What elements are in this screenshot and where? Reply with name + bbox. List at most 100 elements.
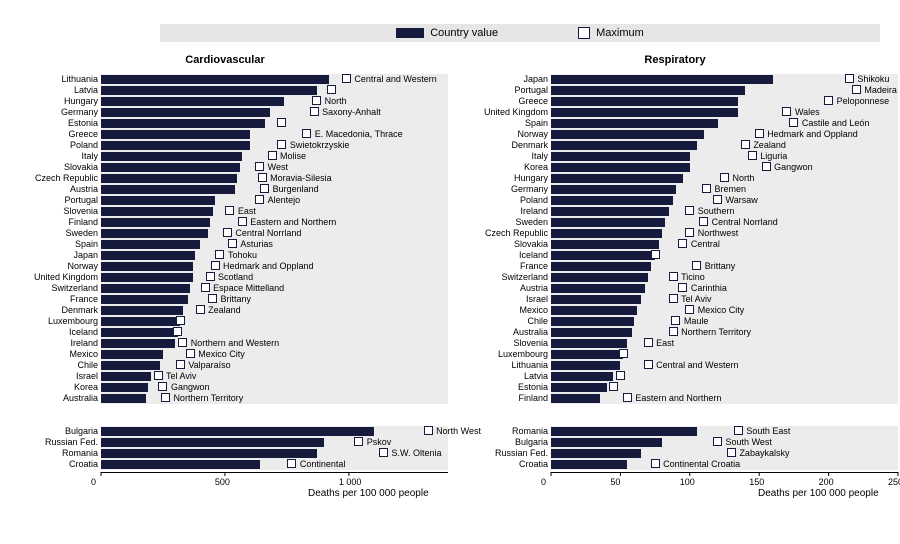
country-bar	[551, 273, 648, 282]
region-label: Eastern and Northern	[250, 217, 336, 228]
data-row: Estonia	[0, 118, 450, 129]
country-bar	[101, 97, 284, 106]
country-bar	[101, 196, 215, 205]
country-bar	[101, 141, 250, 150]
country-label: Hungary	[448, 173, 551, 184]
country-bar	[101, 75, 329, 84]
square-swatch	[578, 27, 590, 39]
maximum-marker	[173, 327, 182, 336]
region-label: Wales	[795, 107, 820, 118]
data-row: ChileMaule	[450, 316, 900, 327]
data-row: Iceland	[0, 327, 450, 338]
x-axis-title: Deaths per 100 000 people	[308, 488, 429, 499]
x-tick-label: 50	[610, 477, 620, 487]
country-label: Croatia	[448, 459, 551, 470]
data-row: AustriaCarinthia	[450, 283, 900, 294]
data-row: ItalyMolise	[0, 151, 450, 162]
region-label: Espace Mittelland	[213, 283, 284, 294]
maximum-marker	[671, 316, 680, 325]
country-label: Germany	[0, 107, 101, 118]
country-bar	[101, 284, 190, 293]
data-row: SwitzerlandEspace Mittelland	[0, 283, 450, 294]
country-label: Chile	[0, 360, 101, 371]
country-bar	[551, 284, 645, 293]
region-label: Carinthia	[691, 283, 727, 294]
country-label: Denmark	[0, 305, 101, 316]
region-label: Tel Aviv	[681, 294, 711, 305]
maximum-marker	[669, 272, 678, 281]
region-label: S.W. Oltenia	[392, 448, 442, 459]
country-label: Sweden	[448, 217, 551, 228]
data-row: FinlandEastern and Northern	[450, 393, 900, 404]
region-label: Hedmark and Oppland	[223, 261, 314, 272]
country-bar	[101, 350, 163, 359]
legend-sq-label: Maximum	[596, 27, 644, 39]
country-bar	[101, 383, 148, 392]
legend-item: Country value	[396, 27, 498, 39]
data-row: LithuaniaCentral and Western	[0, 74, 450, 85]
data-row: PortugalMadeira	[450, 85, 900, 96]
region-label: Peloponnese	[837, 96, 890, 107]
region-label: North	[325, 96, 347, 107]
country-bar	[101, 251, 195, 260]
country-bar	[551, 317, 634, 326]
country-bar	[551, 141, 697, 150]
country-label: Australia	[448, 327, 551, 338]
country-bar	[101, 306, 183, 315]
data-row: IrelandSouthern	[450, 206, 900, 217]
country-bar	[551, 163, 690, 172]
plot: LithuaniaCentral and WesternLatviaHungar…	[0, 74, 450, 494]
country-bar	[101, 317, 180, 326]
data-row: KoreaGangwon	[450, 162, 900, 173]
country-label: Norway	[448, 129, 551, 140]
country-label: Latvia	[0, 85, 101, 96]
x-axis-title: Deaths per 100 000 people	[758, 488, 879, 499]
region-label: Valparaíso	[188, 360, 230, 371]
maximum-marker	[201, 283, 210, 292]
maximum-marker	[852, 85, 861, 94]
region-label: E. Macedonia, Thrace	[315, 129, 403, 140]
bar-swatch	[396, 28, 424, 38]
plot: JapanShikokuPortugalMadeiraGreecePelopon…	[450, 74, 900, 494]
data-row: SwedenCentral Norrland	[450, 217, 900, 228]
maximum-marker	[208, 294, 217, 303]
country-bar	[551, 174, 683, 183]
country-label: Sweden	[0, 228, 101, 239]
maximum-marker	[741, 140, 750, 149]
region-label: Central and Western	[656, 360, 738, 371]
country-bar	[551, 207, 669, 216]
country-label: Bulgaria	[448, 437, 551, 448]
country-bar	[101, 295, 188, 304]
country-bar	[551, 108, 738, 117]
maximum-marker	[669, 327, 678, 336]
region-label: Gangwon	[171, 382, 210, 393]
maximum-marker	[669, 294, 678, 303]
region-label: North	[733, 173, 755, 184]
maximum-marker	[699, 217, 708, 226]
country-bar	[551, 229, 662, 238]
country-bar	[101, 119, 265, 128]
maximum-marker	[154, 371, 163, 380]
data-row: GermanySaxony-Anhalt	[0, 107, 450, 118]
region-label: Northern Territory	[173, 393, 243, 404]
country-label: Denmark	[448, 140, 551, 151]
maximum-marker	[727, 448, 736, 457]
legend-item: Maximum	[578, 27, 644, 39]
data-row: FinlandEastern and Northern	[0, 217, 450, 228]
data-row: GreecePeloponnese	[450, 96, 900, 107]
region-label: Tel Aviv	[166, 371, 196, 382]
region-label: Scotland	[218, 272, 253, 283]
data-row: PortugalAlentejo	[0, 195, 450, 206]
country-label: Mexico	[0, 349, 101, 360]
data-row: AustraliaNorthern Territory	[0, 393, 450, 404]
maximum-marker	[685, 206, 694, 215]
region-label: Central and Western	[354, 74, 436, 85]
region-label: Warsaw	[726, 195, 758, 206]
country-label: Iceland	[0, 327, 101, 338]
data-row: SpainCastile and León	[450, 118, 900, 129]
maximum-marker	[713, 195, 722, 204]
country-label: Israel	[448, 294, 551, 305]
data-row: Luxembourg	[450, 349, 900, 360]
maximum-marker	[644, 338, 653, 347]
country-label: Israel	[0, 371, 101, 382]
